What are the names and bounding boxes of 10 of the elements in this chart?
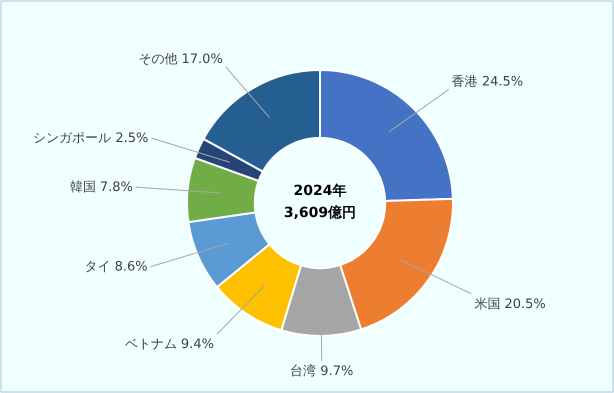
slice-label: シンガポール 2.5%	[33, 130, 148, 146]
slice-label: 台湾 9.7%	[290, 362, 354, 379]
slice-label: 米国 20.5%	[474, 296, 546, 312]
slice-label: タイ 8.6%	[84, 260, 148, 275]
text: 3,609億円	[284, 204, 356, 221]
slice-label: その他 17.0%	[138, 52, 223, 68]
slice-label: 韓国 7.8%	[70, 180, 133, 196]
slice-label: 香港 24.5%	[452, 74, 524, 90]
text: 2024年	[294, 183, 346, 199]
slice-label: ベトナム 9.4%	[124, 337, 214, 352]
